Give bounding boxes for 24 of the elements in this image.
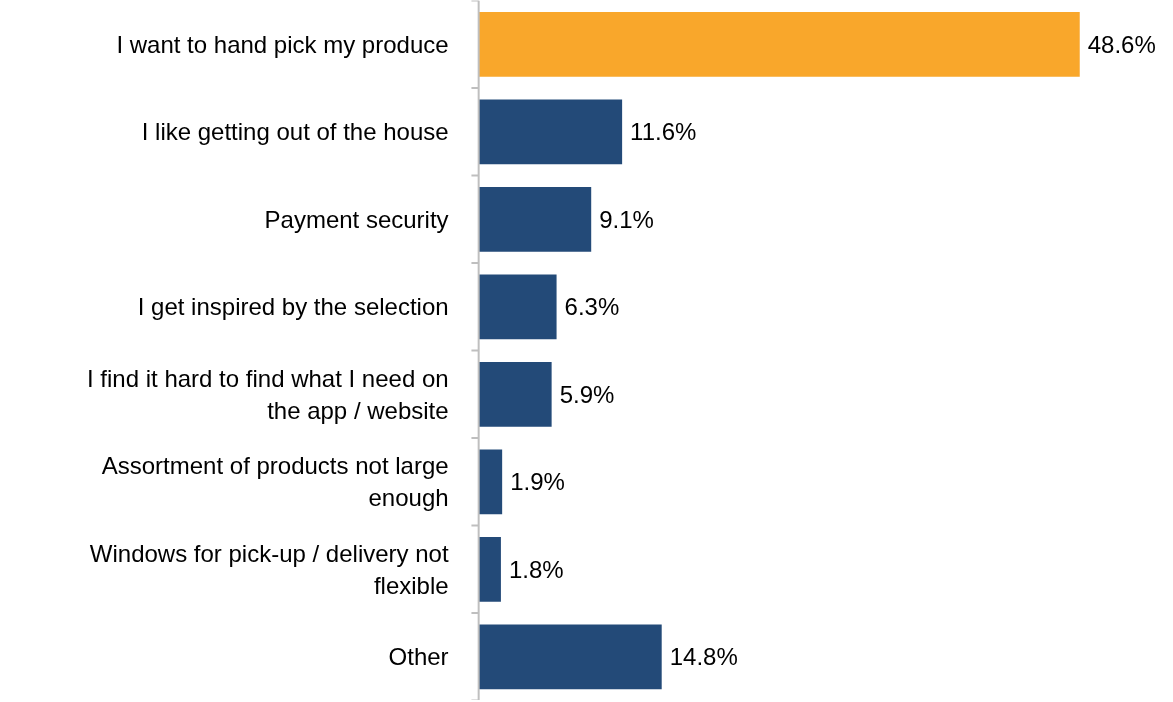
y-tick-label: I like getting out of the house [141, 118, 449, 146]
y-tick-label: Assortment of products not large enough [101, 452, 449, 512]
bar [478, 11, 1080, 77]
data-label: 1.8% [508, 555, 564, 583]
data-label: 1.9% [510, 468, 565, 496]
y-tick-label: I get inspired by the selection [137, 293, 449, 321]
bar [478, 361, 552, 427]
data-label: 9.1% [599, 205, 654, 233]
y-tick-label: Payment security [264, 205, 449, 233]
bar [478, 274, 557, 340]
y-tick-label: I find it hard to find what I need on the app / website [87, 364, 449, 424]
bar [478, 449, 503, 515]
data-label: 14.8% [669, 643, 738, 671]
data-label: 6.3% [564, 293, 620, 321]
y-tick-label: I want to hand pick my produce [116, 30, 449, 58]
bar [478, 99, 623, 165]
y-tick-label: Other [388, 643, 449, 671]
data-label: 11.6% [630, 118, 697, 146]
bar [478, 536, 501, 602]
bar [478, 186, 592, 252]
data-label: 48.6% [1087, 30, 1156, 58]
data-label: 5.9% [559, 380, 615, 408]
y-tick-label: Windows for pick-up / delivery not flexible [89, 539, 449, 599]
bar [478, 624, 662, 690]
